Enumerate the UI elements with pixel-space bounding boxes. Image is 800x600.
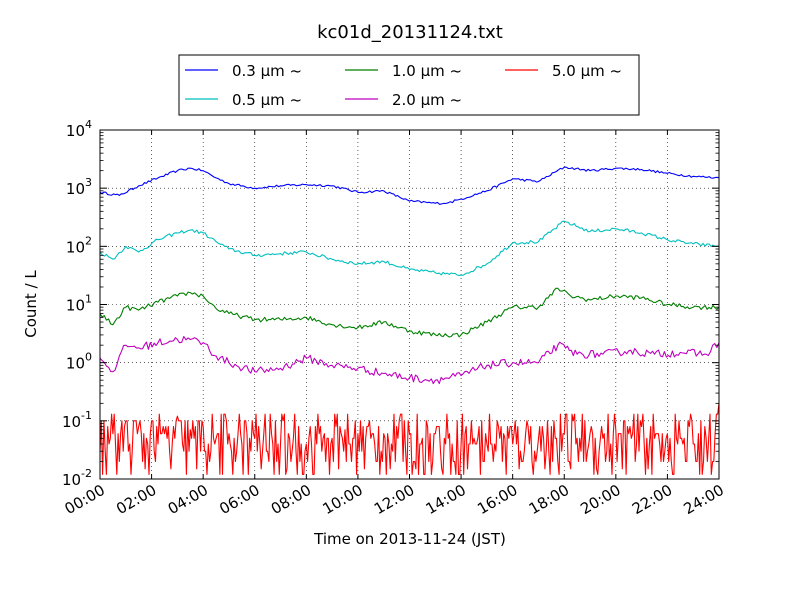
y-tick-base: 10 xyxy=(62,413,81,431)
legend-label-0: 0.3 μm ~ xyxy=(232,62,302,80)
y-tick-exponent: 3 xyxy=(85,176,92,189)
y-tick-label: 102 xyxy=(66,234,92,256)
legend-label-4: 5.0 μm ~ xyxy=(552,62,622,80)
y-tick-base: 10 xyxy=(66,297,85,315)
y-tick-exponent: 2 xyxy=(85,234,92,247)
y-tick-label: 10-2 xyxy=(62,467,92,489)
y-tick-base: 10 xyxy=(66,122,85,140)
series-line-3 xyxy=(99,335,720,385)
y-tick-exponent: 0 xyxy=(85,351,92,364)
y-tick-base: 10 xyxy=(66,238,85,256)
series-line-4 xyxy=(99,403,720,475)
y-tick-base: 10 xyxy=(66,355,85,373)
series-line-2 xyxy=(99,287,720,338)
y-tick-base: 10 xyxy=(66,180,85,198)
tick-marks xyxy=(99,129,720,480)
plot-area xyxy=(99,129,720,480)
y-tick-exponent: 1 xyxy=(85,293,92,306)
y-tick-label: 10-1 xyxy=(62,409,92,431)
y-tick-exponent: -1 xyxy=(81,409,92,422)
y-tick-label: 104 xyxy=(66,118,92,140)
y-tick-label: 101 xyxy=(66,293,92,315)
legend-frame xyxy=(178,54,640,116)
y-tick-label: 103 xyxy=(66,176,92,198)
y-tick-exponent: -2 xyxy=(81,467,92,480)
plot-background xyxy=(100,130,719,479)
series-line-1 xyxy=(99,220,720,276)
chart-title: kc01d_20131124.txt xyxy=(317,22,503,43)
series-line-0 xyxy=(99,166,720,205)
y-tick-base: 10 xyxy=(62,471,81,489)
legend-label-2: 1.0 μm ~ xyxy=(392,62,462,80)
y-axis-label: Count / L xyxy=(22,270,40,338)
x-axis-label: Time on 2013-11-24 (JST) xyxy=(313,530,506,548)
y-tick-label: 100 xyxy=(66,351,92,373)
series-layer xyxy=(99,166,720,475)
legend-label-3: 2.0 μm ~ xyxy=(392,91,462,109)
legend-label-1: 0.5 μm ~ xyxy=(232,91,302,109)
y-tick-exponent: 4 xyxy=(85,118,92,131)
legend: 0.3 μm ~ 0.5 μm ~ 1.0 μm ~ 2.0 μm ~ 5.0 μm ~ xyxy=(178,54,640,116)
